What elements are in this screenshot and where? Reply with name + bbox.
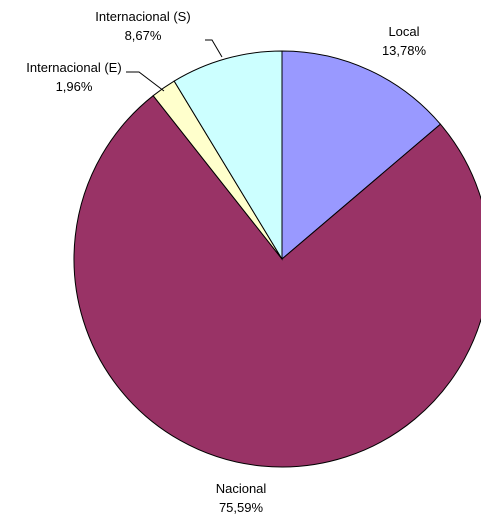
pie-slice-local: [281, 50, 442, 261]
slice-label-local-name: Local: [388, 24, 419, 39]
slice-label-internacional-e-value: 1,96%: [56, 79, 93, 94]
slice-labels: Local 13,78% Nacional 75,59% Internacion…: [26, 9, 426, 515]
slice-label-nacional-value: 75,59%: [219, 500, 264, 515]
pie-slice-internacional-s: [173, 50, 283, 261]
slice-label-internacional-s-name: Internacional (S): [95, 9, 190, 24]
slice-label-internacional-e-name: Internacional (E): [26, 60, 121, 75]
pie-slice-nacional: [73, 94, 481, 468]
slice-label-internacional-s-value: 8,67%: [125, 28, 162, 43]
leader-line-internacional-e: [126, 71, 165, 92]
slice-label-nacional-name: Nacional: [216, 481, 267, 496]
label-leader-lines: [126, 39, 223, 92]
pie-slices: [73, 50, 481, 468]
leader-line-internacional-s: [205, 39, 223, 58]
slice-label-local-value: 13,78%: [382, 43, 427, 58]
